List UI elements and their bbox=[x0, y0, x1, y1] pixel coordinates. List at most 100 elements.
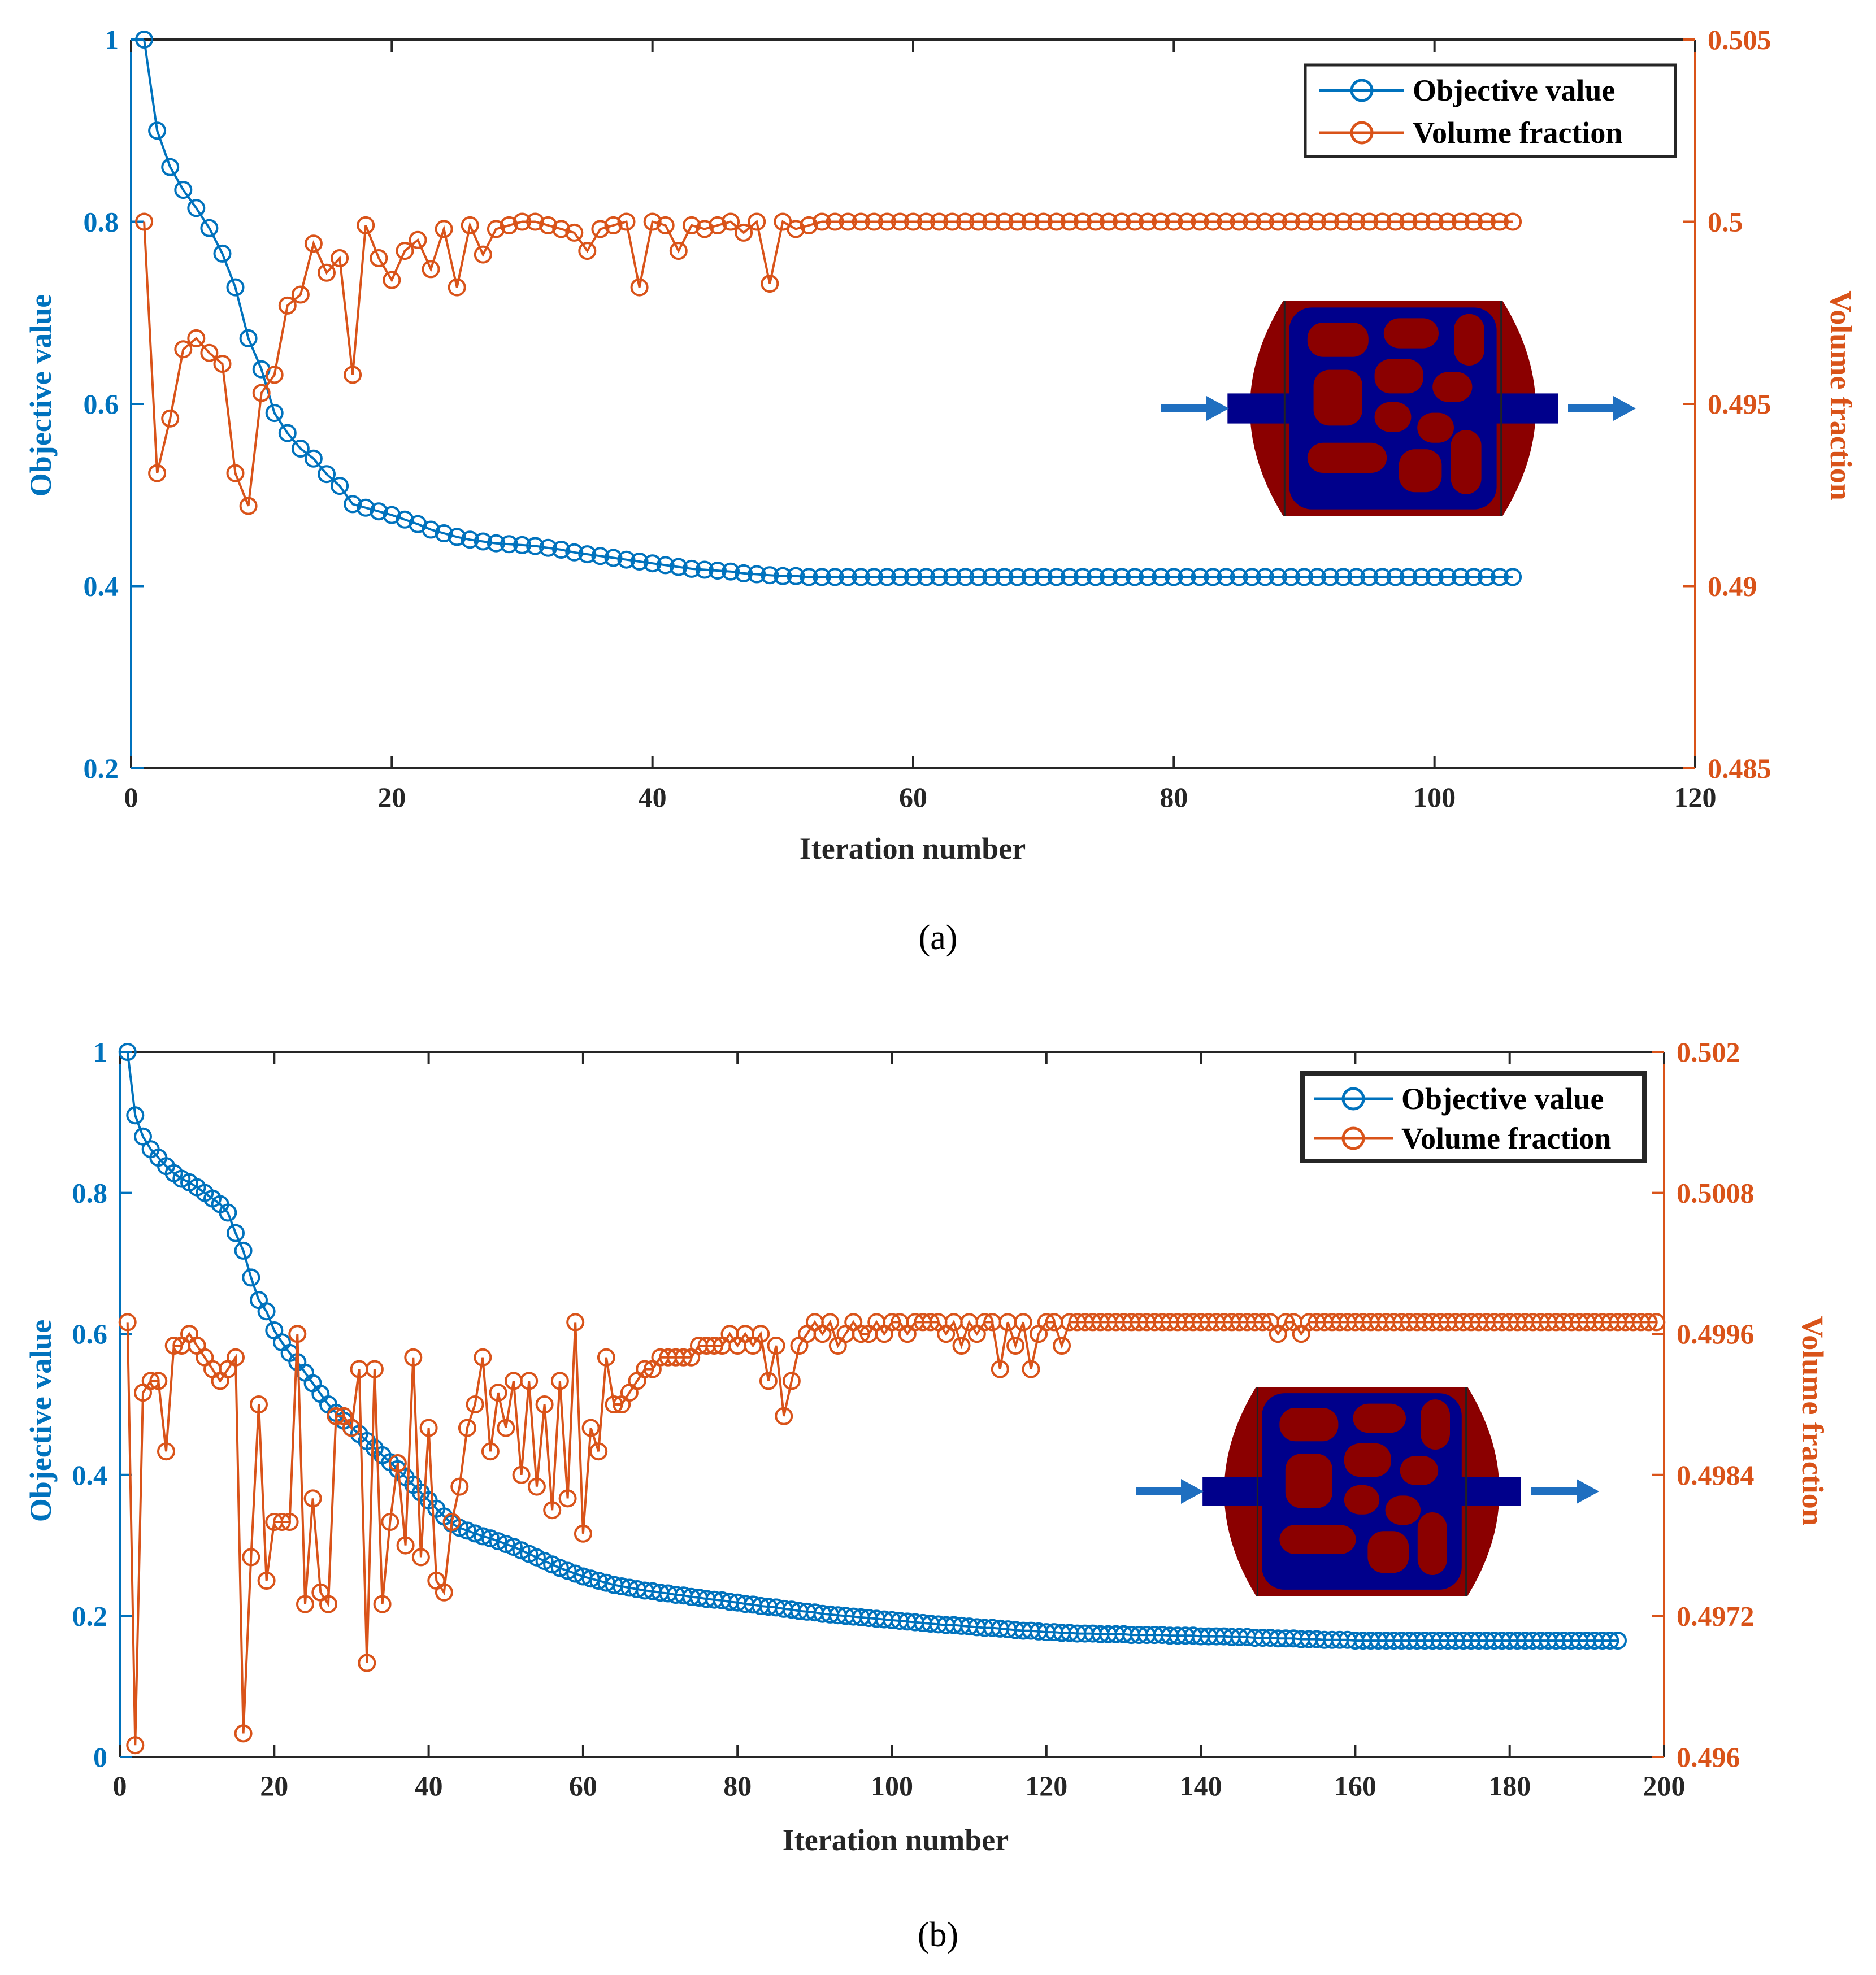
volume-point bbox=[239, 497, 258, 515]
volume-point bbox=[1053, 1337, 1071, 1355]
x-tick-label: 0 bbox=[113, 1770, 127, 1802]
inset-solid-island bbox=[1367, 1531, 1409, 1573]
objective-point bbox=[552, 541, 571, 559]
volume-point bbox=[303, 1489, 322, 1508]
inset-solid-island bbox=[1417, 412, 1454, 443]
volume-point bbox=[265, 366, 284, 384]
inset-solid-island bbox=[1353, 1403, 1406, 1433]
volume-point bbox=[878, 212, 896, 231]
volume-point bbox=[1464, 212, 1483, 231]
volume-point bbox=[597, 1348, 615, 1367]
volume-point bbox=[591, 220, 610, 238]
volume-point bbox=[481, 1442, 500, 1461]
objective-point bbox=[513, 536, 531, 554]
objective-point bbox=[474, 532, 492, 551]
volume-point bbox=[1126, 212, 1144, 231]
objective-point bbox=[239, 329, 258, 347]
volume-point bbox=[466, 1395, 484, 1413]
inset-solid-island bbox=[1399, 449, 1442, 493]
volume-point bbox=[695, 220, 714, 238]
objective-point bbox=[969, 568, 988, 586]
objective-point bbox=[1060, 568, 1079, 586]
volume-point bbox=[1399, 212, 1418, 231]
inset-solid-island bbox=[1307, 323, 1369, 357]
volume-point bbox=[526, 212, 545, 231]
legend-objective-label: Objective value bbox=[1413, 73, 1615, 107]
panel-a-left-axis-label: Objective value bbox=[24, 294, 58, 497]
panel-a-x-axis-label: Iteration number bbox=[800, 832, 1026, 865]
right-y-tick-label: 0.4984 bbox=[1677, 1459, 1755, 1491]
x-tick-label: 160 bbox=[1334, 1770, 1376, 1802]
objective-point bbox=[242, 1268, 260, 1287]
x-tick-label: 60 bbox=[569, 1770, 597, 1802]
objective-point bbox=[497, 1535, 515, 1554]
inset-solid-island bbox=[1313, 369, 1362, 426]
left-y-tick-label: 1 bbox=[93, 1036, 107, 1068]
panel-a-right-axis-label: Volume fraction bbox=[1824, 290, 1858, 500]
panel-b: 0 20 40 60 80 100 120 140 160 180 200 0 0.2 0.4 0.6 0.8… bbox=[24, 1036, 1830, 1954]
objective-point bbox=[1601, 1632, 1619, 1650]
volume-point bbox=[604, 216, 623, 234]
volume-point bbox=[682, 216, 701, 234]
right-y-tick-label: 0.495 bbox=[1708, 388, 1771, 420]
volume-point bbox=[558, 1489, 577, 1508]
right-y-tick-label: 0.485 bbox=[1708, 752, 1771, 784]
volume-point bbox=[865, 212, 883, 231]
volume-point bbox=[319, 1595, 337, 1613]
x-tick-label: 40 bbox=[639, 781, 667, 813]
volume-point bbox=[357, 216, 375, 234]
volume-point bbox=[157, 1442, 175, 1461]
x-tick-label: 100 bbox=[871, 1770, 913, 1802]
volume-point bbox=[1178, 212, 1196, 231]
volume-point bbox=[1060, 212, 1079, 231]
volume-point bbox=[500, 216, 518, 234]
volume-point bbox=[1021, 212, 1040, 231]
objective-point bbox=[318, 465, 336, 484]
legend-volume-label: Volume fraction bbox=[1401, 1121, 1611, 1155]
x-tick-label: 20 bbox=[260, 1770, 288, 1802]
x-tick-label: 60 bbox=[899, 781, 927, 813]
panel-b-right-axis-label: Volume fraction bbox=[1796, 1316, 1830, 1525]
volume-point bbox=[1034, 212, 1053, 231]
objective-point bbox=[1047, 568, 1066, 586]
objective-point bbox=[304, 449, 323, 468]
objective-point bbox=[865, 568, 883, 586]
outlet-arrow-icon-head bbox=[1613, 396, 1636, 421]
volume-point bbox=[566, 1313, 585, 1332]
objective-point bbox=[148, 121, 167, 140]
inset-solid-island bbox=[1385, 1495, 1421, 1525]
objective-point bbox=[1504, 568, 1522, 586]
objective-point bbox=[257, 1302, 276, 1321]
volume-point bbox=[759, 1372, 778, 1390]
volume-point bbox=[458, 1419, 476, 1437]
volume-point bbox=[1386, 212, 1405, 231]
panel-b-volume-series bbox=[118, 1313, 1666, 1755]
legend-objective-marker-icon bbox=[1350, 79, 1374, 102]
objective-point bbox=[344, 495, 362, 514]
objective-point bbox=[278, 424, 297, 442]
x-tick-label: 200 bbox=[1643, 1770, 1686, 1802]
volume-point bbox=[565, 223, 584, 242]
volume-point bbox=[821, 1313, 840, 1332]
x-tick-label: 140 bbox=[1180, 1770, 1222, 1802]
objective-point bbox=[1139, 568, 1157, 586]
panel-a-legend: Objective value Volume fraction bbox=[1304, 63, 1677, 158]
objective-point bbox=[291, 440, 310, 458]
volume-point bbox=[1373, 212, 1392, 231]
volume-point bbox=[883, 1313, 901, 1332]
objective-point bbox=[1438, 568, 1457, 586]
volume-point bbox=[709, 216, 727, 234]
inset-solid-island bbox=[1285, 1454, 1332, 1508]
volume-point bbox=[288, 1325, 307, 1343]
objective-point bbox=[134, 1127, 152, 1146]
volume-point bbox=[512, 1465, 531, 1484]
volume-point bbox=[975, 1313, 994, 1332]
volume-point bbox=[1269, 212, 1287, 231]
volume-point bbox=[513, 212, 531, 231]
inset-solid-island bbox=[1344, 1443, 1391, 1477]
volume-point bbox=[995, 212, 1014, 231]
volume-point bbox=[234, 1724, 253, 1743]
volume-point bbox=[767, 1337, 785, 1355]
panel-a: 0 20 40 60 80 100 120 0.2 0.4 0.6 0.8 1 0.485 0.49 0.4… bbox=[24, 24, 1858, 957]
volume-point bbox=[969, 212, 988, 231]
